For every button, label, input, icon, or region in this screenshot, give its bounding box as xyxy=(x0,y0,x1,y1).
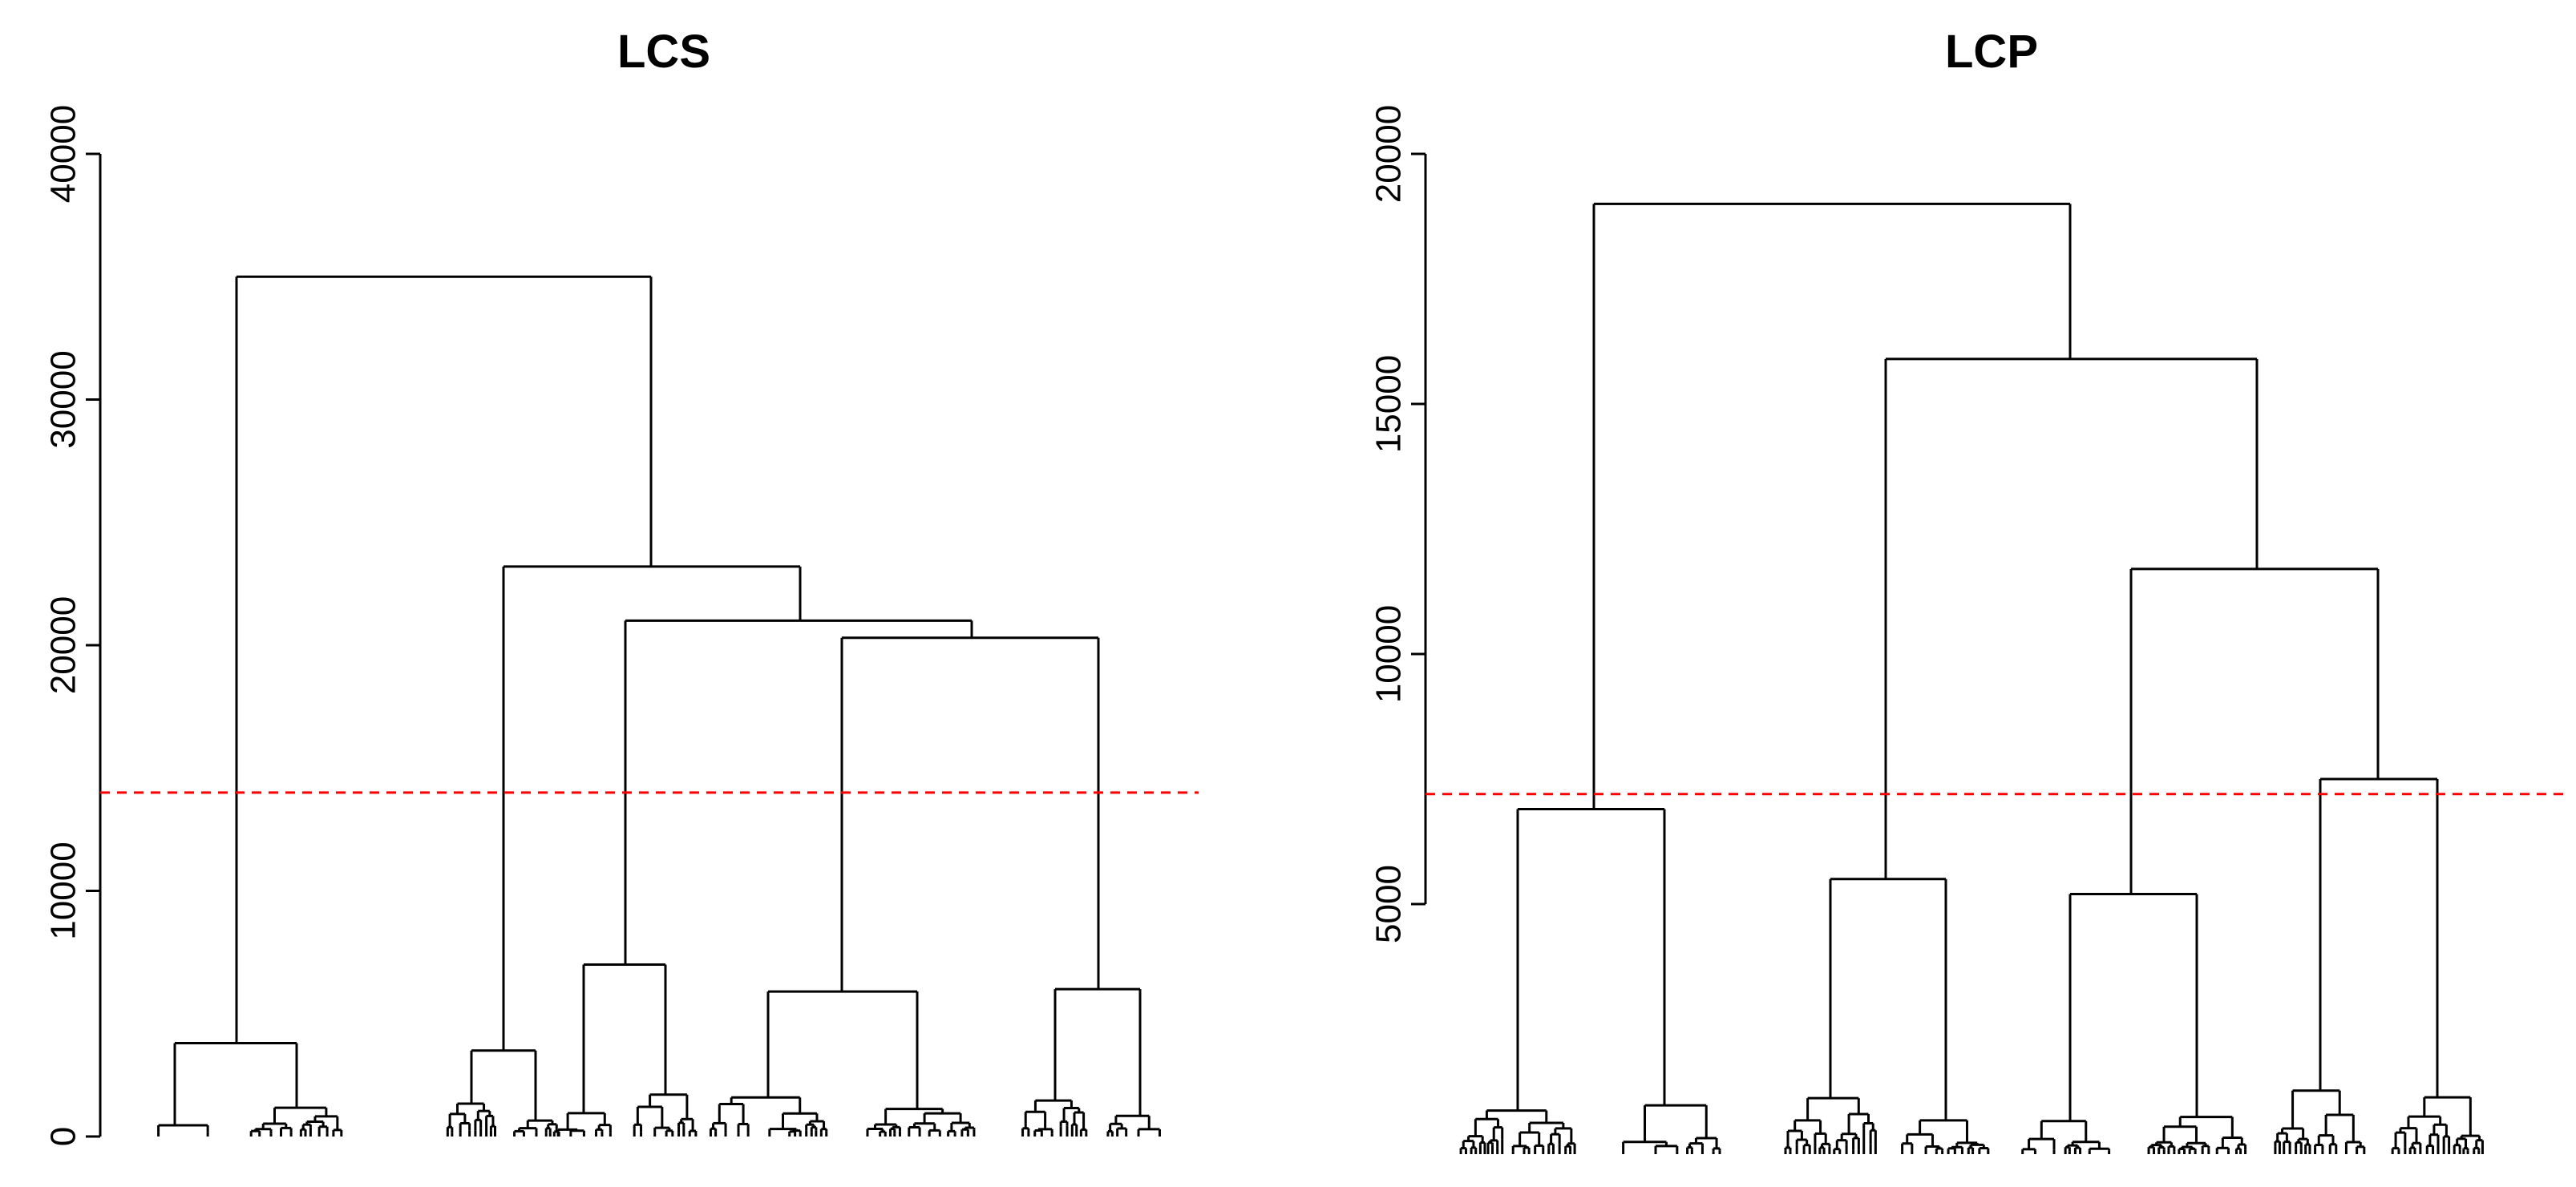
y-tick-label: 5000 xyxy=(1369,865,1409,943)
y-tick-label: 10000 xyxy=(44,842,83,939)
y-tick-label: 0 xyxy=(44,1127,83,1146)
lcp-title: LCP xyxy=(1945,26,2038,78)
lcp-panel: LCP 5000 10000 15000 20000 xyxy=(1369,26,2564,1154)
y-tick-label: 15000 xyxy=(1369,355,1409,453)
y-tick-label: 30000 xyxy=(44,350,83,448)
y-tick-label: 20000 xyxy=(44,596,83,694)
lcs-panel: LCS 0 10000 20000 30000 40000 xyxy=(44,26,1199,1146)
y-tick-label: 40000 xyxy=(44,105,83,203)
lcs-title: LCS xyxy=(617,26,710,78)
y-tick-label: 20000 xyxy=(1369,105,1409,203)
y-tick-label: 10000 xyxy=(1369,605,1409,703)
